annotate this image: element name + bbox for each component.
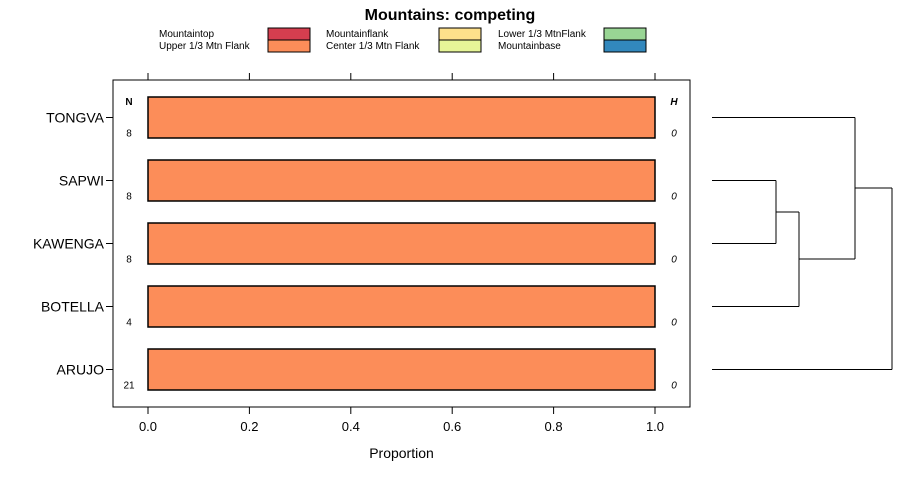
legend-swatch xyxy=(603,27,647,41)
n-value: 8 xyxy=(126,192,132,203)
category-label: TONGVA xyxy=(46,110,104,126)
axes: 0.0 0.2 0.4 0.6 0.8 1.0 TONGVA SAPWI KAWENGA BOTE… xyxy=(33,73,664,434)
category-label: ARUJO xyxy=(57,362,105,378)
legend-label: Center 1/3 Mtn Flank xyxy=(326,41,420,52)
legend-swatch xyxy=(438,27,482,41)
bar-segment xyxy=(147,96,656,139)
bar-segment xyxy=(147,348,656,391)
legend-label: Mountaintop xyxy=(159,29,214,40)
x-axis-title: Proportion xyxy=(369,445,434,461)
legend-label: Lower 1/3 MtnFlank xyxy=(498,29,587,40)
legend-swatch xyxy=(603,39,647,53)
h-value: 0 xyxy=(671,129,677,140)
dendrogram xyxy=(712,117,893,370)
legend-swatch xyxy=(267,27,311,41)
x-tick-label: 0.0 xyxy=(139,419,157,434)
chart-title: Mountains: competing xyxy=(365,7,536,24)
legend-label: Mountainbase xyxy=(498,41,561,52)
n-value: 4 xyxy=(126,318,132,329)
n-value: 8 xyxy=(126,255,132,266)
h-value: 0 xyxy=(671,381,677,392)
category-label: KAWENGA xyxy=(33,236,105,252)
h-header: H xyxy=(670,97,678,108)
x-tick-label: 1.0 xyxy=(646,419,664,434)
x-tick-label: 0.4 xyxy=(342,419,360,434)
bar-segment xyxy=(147,285,656,328)
category-label: SAPWI xyxy=(59,173,104,189)
bar-segment xyxy=(147,159,656,202)
h-value: 0 xyxy=(671,192,677,203)
x-tick-label: 0.6 xyxy=(443,419,461,434)
legend-label: Mountainflank xyxy=(326,29,389,40)
bars xyxy=(147,96,656,391)
bar-segment xyxy=(147,222,656,265)
legend-swatch xyxy=(267,39,311,53)
x-tick-label: 0.8 xyxy=(545,419,563,434)
legend-swatch xyxy=(438,39,482,53)
n-header: N xyxy=(125,97,132,108)
x-tick-label: 0.2 xyxy=(240,419,258,434)
h-value: 0 xyxy=(671,255,677,266)
category-label: BOTELLA xyxy=(41,299,105,315)
legend-label: Upper 1/3 Mtn Flank xyxy=(159,41,251,52)
h-value: 0 xyxy=(671,318,677,329)
n-value: 8 xyxy=(126,129,132,140)
n-value: 21 xyxy=(123,381,135,392)
annotations: N H 8 0 8 0 8 0 4 0 21 0 xyxy=(123,97,678,392)
